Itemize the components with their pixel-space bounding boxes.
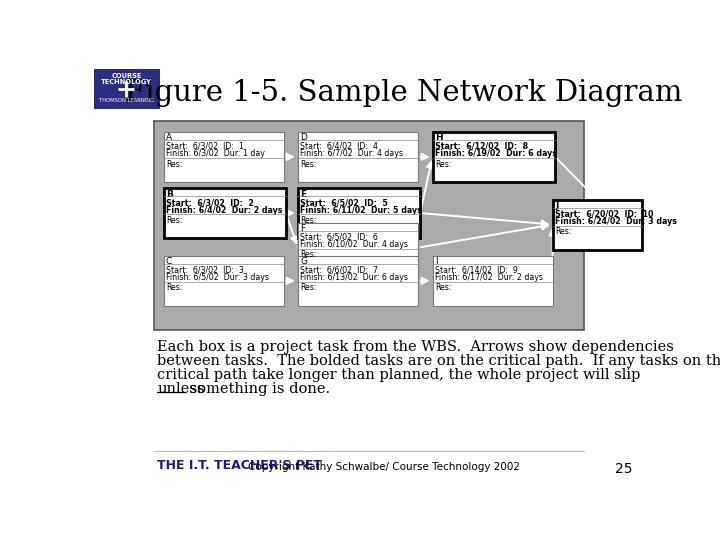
FancyBboxPatch shape xyxy=(154,121,585,330)
Text: Start:  6/4/02  ID:  4: Start: 6/4/02 ID: 4 xyxy=(300,142,378,151)
Text: Start:  6/14/02  ID:  9: Start: 6/14/02 ID: 9 xyxy=(435,266,518,275)
Text: Start:  6/6/02  ID:  7: Start: 6/6/02 ID: 7 xyxy=(300,266,378,275)
Text: Res:: Res: xyxy=(300,159,316,168)
Text: Start:  6/3/02  ID:  1: Start: 6/3/02 ID: 1 xyxy=(166,142,244,151)
FancyBboxPatch shape xyxy=(553,200,642,249)
Text: Res:: Res: xyxy=(166,215,182,225)
Text: Finish: 6/7/02  Dur: 4 days: Finish: 6/7/02 Dur: 4 days xyxy=(300,150,403,159)
Text: Start:  6/12/02  ID:  8: Start: 6/12/02 ID: 8 xyxy=(435,142,528,151)
Text: THOMSON LEARNING: THOMSON LEARNING xyxy=(99,98,154,103)
Text: G: G xyxy=(300,257,307,266)
FancyBboxPatch shape xyxy=(297,132,418,182)
Text: A: A xyxy=(166,133,172,143)
FancyBboxPatch shape xyxy=(297,188,420,238)
Text: Res:: Res: xyxy=(300,284,316,293)
Text: Start:  6/20/02  ID:  10: Start: 6/20/02 ID: 10 xyxy=(555,210,653,219)
Text: Each box is a project task from the WBS.  Arrows show dependencies: Each box is a project task from the WBS.… xyxy=(158,340,675,354)
Text: Start:  6/5/02  ID:  6: Start: 6/5/02 ID: 6 xyxy=(300,233,378,242)
FancyBboxPatch shape xyxy=(163,256,284,306)
Text: Res:: Res: xyxy=(435,159,451,168)
Text: Figure 1-5. Sample Network Diagram: Figure 1-5. Sample Network Diagram xyxy=(125,78,683,106)
Text: F: F xyxy=(300,224,305,233)
FancyBboxPatch shape xyxy=(433,256,553,306)
FancyBboxPatch shape xyxy=(297,256,418,306)
Text: C: C xyxy=(166,257,172,266)
Text: Finish: 6/3/02  Dur: 1 day: Finish: 6/3/02 Dur: 1 day xyxy=(166,150,265,159)
Text: Res:: Res: xyxy=(435,284,451,293)
Text: Res:: Res: xyxy=(555,227,572,237)
Text: Start:  6/3/02  ID:  2: Start: 6/3/02 ID: 2 xyxy=(166,198,253,207)
Text: Finish: 6/4/02  Dur: 2 days: Finish: 6/4/02 Dur: 2 days xyxy=(166,206,282,215)
FancyBboxPatch shape xyxy=(163,188,286,238)
Text: Finish: 6/5/02  Dur: 3 days: Finish: 6/5/02 Dur: 3 days xyxy=(166,273,269,282)
Text: between tasks.  The bolded tasks are on the critical path.  If any tasks on the: between tasks. The bolded tasks are on t… xyxy=(158,354,720,368)
FancyBboxPatch shape xyxy=(433,132,555,182)
Text: Finish: 6/24/02  Dur: 3 days: Finish: 6/24/02 Dur: 3 days xyxy=(555,217,677,226)
Text: Res:: Res: xyxy=(300,251,316,259)
FancyBboxPatch shape xyxy=(163,132,284,182)
Text: something is done.: something is done. xyxy=(185,382,330,396)
Text: 25: 25 xyxy=(615,462,632,476)
Text: THE I.T. TEACHER'S PET: THE I.T. TEACHER'S PET xyxy=(158,459,323,472)
Text: Copyright Kathy Schwalbe/ Course Technology 2002: Copyright Kathy Schwalbe/ Course Technol… xyxy=(248,462,521,472)
Text: Finish: 6/11/02  Dur: 5 days: Finish: 6/11/02 Dur: 5 days xyxy=(300,206,422,215)
Text: COURSE: COURSE xyxy=(111,73,142,79)
Text: H: H xyxy=(435,133,443,143)
Text: critical path take longer than planned, the whole project will slip: critical path take longer than planned, … xyxy=(158,368,641,382)
Text: Finish: 6/17/02  Dur: 2 days: Finish: 6/17/02 Dur: 2 days xyxy=(435,273,543,282)
Text: Res:: Res: xyxy=(166,159,182,168)
Text: E: E xyxy=(300,190,306,199)
Text: Res:: Res: xyxy=(300,215,316,225)
Text: Start:  6/3/02  ID:  3: Start: 6/3/02 ID: 3 xyxy=(166,266,244,275)
Text: Finish: 6/13/02  Dur: 6 days: Finish: 6/13/02 Dur: 6 days xyxy=(300,273,408,282)
Text: Finish: 6/10/02  Dur: 4 days: Finish: 6/10/02 Dur: 4 days xyxy=(300,240,408,249)
Text: unless: unless xyxy=(158,382,205,396)
Text: Finish: 6/19/02  Dur: 6 days: Finish: 6/19/02 Dur: 6 days xyxy=(435,150,557,159)
Text: I: I xyxy=(435,257,438,266)
Text: D: D xyxy=(300,133,307,143)
Text: J: J xyxy=(555,201,559,210)
FancyBboxPatch shape xyxy=(94,69,160,110)
Text: B: B xyxy=(166,190,173,199)
Text: TECHNOLOGY: TECHNOLOGY xyxy=(101,79,152,85)
FancyBboxPatch shape xyxy=(297,222,418,273)
Text: Start:  6/5/02  ID:  5: Start: 6/5/02 ID: 5 xyxy=(300,198,388,207)
Text: Res:: Res: xyxy=(166,284,182,293)
